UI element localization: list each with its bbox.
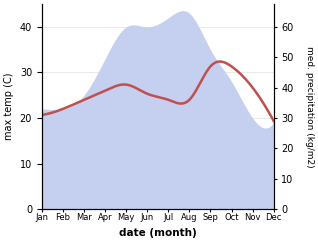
Y-axis label: max temp (C): max temp (C) — [4, 73, 14, 140]
Y-axis label: med. precipitation (kg/m2): med. precipitation (kg/m2) — [305, 46, 314, 167]
X-axis label: date (month): date (month) — [119, 228, 197, 238]
